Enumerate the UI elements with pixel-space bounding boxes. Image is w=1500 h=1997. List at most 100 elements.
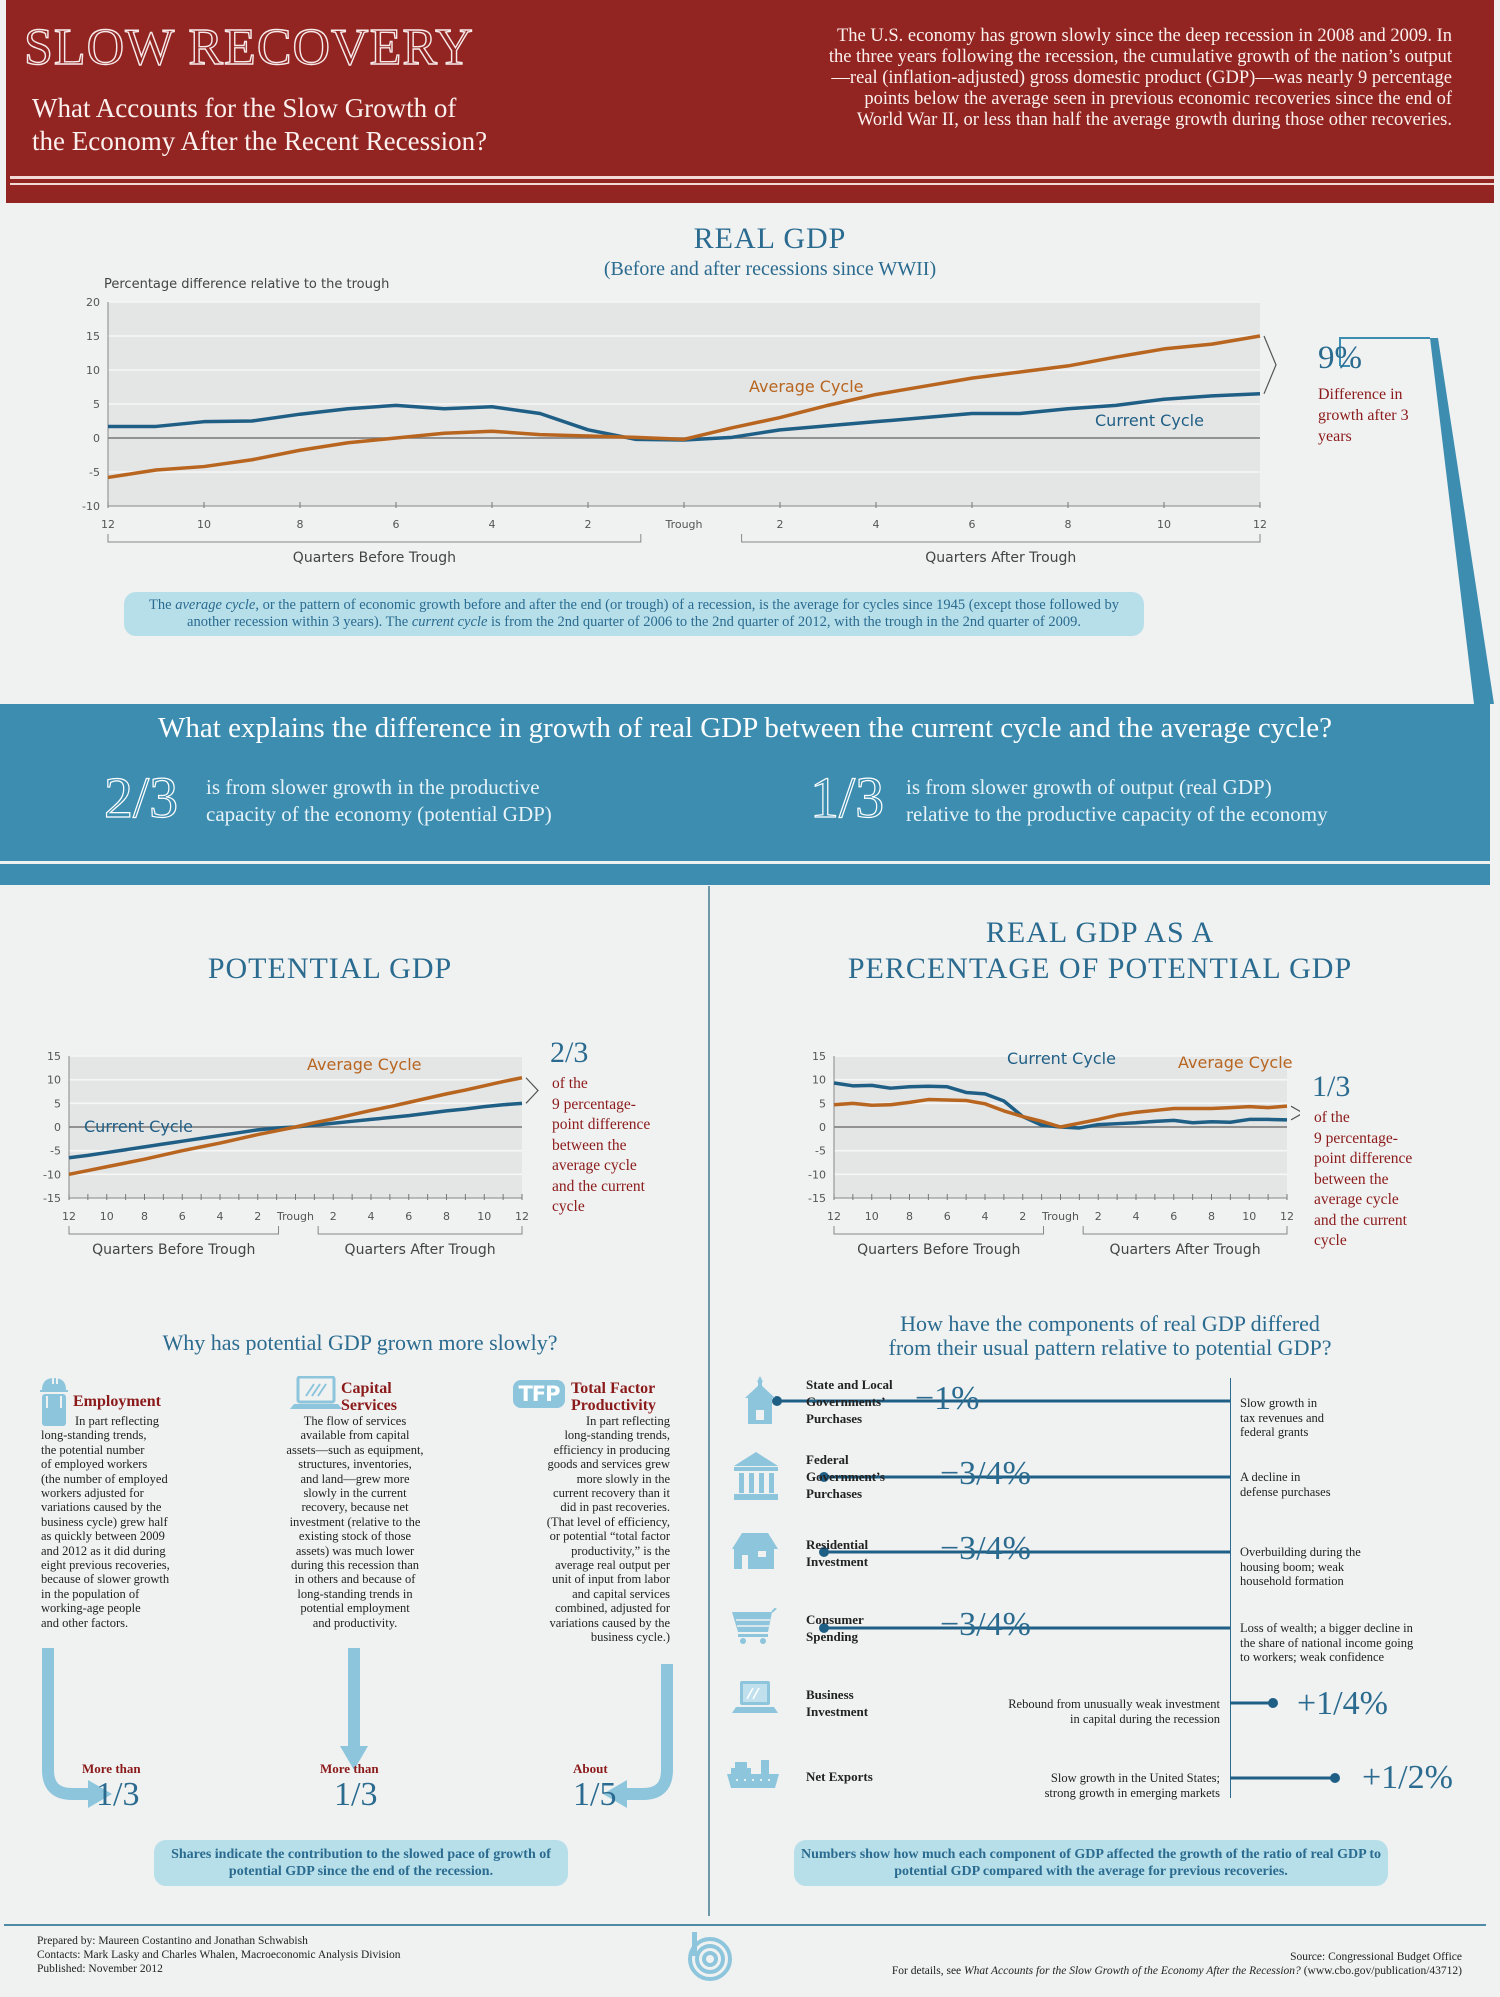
- y-tick-label: 0: [819, 1121, 826, 1134]
- capitol-icon: [734, 1452, 778, 1500]
- schoolhouse-icon: [745, 1376, 775, 1424]
- components-chart: [772, 1396, 1340, 1783]
- text-line: The flow of services: [303, 1414, 407, 1428]
- worker-icon: [40, 1376, 68, 1426]
- x-tick-label: 4: [873, 518, 880, 531]
- band-rule: [0, 864, 1490, 885]
- average-cycle-label: Average Cycle: [749, 377, 864, 396]
- callout-wedge: [1430, 338, 1494, 704]
- why-title: Why has potential GDP grown more slowly?: [162, 1330, 558, 1355]
- label-line: Residential: [806, 1537, 869, 1552]
- component-desc: Rebound from unusually weak investment in…: [930, 1697, 1220, 1726]
- y-tick-label: -10: [82, 500, 100, 513]
- potential-share-caption: of the 9 percentage-point difference betwe…: [552, 1074, 650, 1218]
- text-line: in others and because of: [294, 1572, 416, 1587]
- subtitle-line: the Economy After the Recent Recession?: [32, 126, 488, 156]
- x-tick-label: 4: [1133, 1210, 1140, 1223]
- share-prefix: More than: [82, 1761, 141, 1776]
- text-line: current recovery than it: [553, 1486, 670, 1501]
- details-link[interactable]: (www.cbo.gov/publication/43712): [1300, 1965, 1462, 1977]
- text-line: did in past recoveries.: [560, 1500, 670, 1515]
- page-title: SLOW RECOVERY: [23, 18, 474, 76]
- capital-services-text: The flow of services available from capit…: [268, 1414, 442, 1630]
- x-tick-label: 4: [982, 1210, 989, 1223]
- text-line: structures, inventories,: [298, 1457, 412, 1472]
- x-tick-label: 10: [197, 518, 211, 531]
- desc-line: Slow growth in: [1240, 1396, 1318, 1410]
- x-tick-label: 10: [1157, 518, 1171, 531]
- text-line: slowly in the current: [303, 1486, 407, 1501]
- desc-line: in capital during the recession: [1070, 1711, 1220, 1726]
- component-dot: [819, 1547, 829, 1557]
- arrow-head: [88, 1780, 112, 1808]
- text-line: average cycle: [552, 1157, 637, 1174]
- prepared-by: Prepared by: Maureen Costantino and Jona…: [37, 1935, 308, 1947]
- ratio-share-caption: of the 9 percentage-point difference betwe…: [1314, 1108, 1412, 1252]
- real-gdp-subtitle: (Before and after recessions since WWII): [603, 258, 937, 280]
- text-line: and 2012 as it did during: [41, 1543, 166, 1558]
- text-line: investment (relative to the: [289, 1514, 421, 1529]
- ratio-title: REAL GDP AS A PERCENTAGE OF POTENTIAL GD…: [760, 915, 1440, 987]
- band-text-line: is from slower growth in the productive: [206, 775, 540, 799]
- y-tick-label: 10: [47, 1074, 61, 1087]
- x-tick-label: 8: [141, 1210, 148, 1223]
- note-text: is from the 2nd quarter of 2006 to the 2…: [487, 614, 1081, 630]
- y-tick-label: 5: [819, 1097, 826, 1110]
- text-line: average cycle: [1314, 1191, 1399, 1208]
- text-line: long-standing trends,: [41, 1428, 147, 1443]
- details-title: What Accounts for the Slow Growth of the…: [964, 1965, 1301, 1977]
- x-tick-label: 4: [368, 1210, 375, 1223]
- component-desc: A decline in defense purchases: [1240, 1470, 1331, 1499]
- band-text-right: is from slower growth of output (real GD…: [906, 774, 1328, 828]
- text-line: assets) was much lower: [295, 1543, 415, 1558]
- employment-share: 1/3: [96, 1776, 140, 1813]
- desc-line: Slow growth in the United States;: [1050, 1771, 1220, 1785]
- text-line: because of slower growth: [41, 1572, 170, 1587]
- component-label: Residential Investment: [806, 1536, 868, 1570]
- x-tick-label: 10: [1242, 1210, 1256, 1223]
- x-tick-label: 12: [1253, 518, 1267, 531]
- x-tick-label: 4: [217, 1210, 224, 1223]
- component-label: State and Local Governments’ Purchases: [806, 1376, 893, 1427]
- subtitle-line: What Accounts for the Slow Growth of: [32, 93, 457, 123]
- desc-line: A decline in: [1240, 1470, 1301, 1484]
- ratio-share-value: 1/3: [1312, 1070, 1351, 1103]
- text-line: 9 percentage-: [552, 1095, 636, 1113]
- difference-chevron: [1290, 1105, 1300, 1121]
- band-fraction-right: 1/3: [809, 764, 885, 830]
- y-tick-label: -5: [50, 1145, 61, 1158]
- text-line: eight previous recoveries,: [41, 1558, 170, 1573]
- difference-chevron: [1263, 335, 1277, 395]
- header-banner: [6, 0, 1494, 203]
- components-baseline: [1230, 1378, 1231, 1798]
- desc-line: Loss of wealth; a bigger decline in: [1240, 1621, 1413, 1635]
- tfp-text: In part reflecting long-standing trends, e…: [520, 1414, 670, 1645]
- y-tick-label: 15: [812, 1050, 826, 1063]
- y-tick-label: 5: [93, 398, 100, 411]
- label-line: Investment: [806, 1554, 869, 1569]
- component-dot: [819, 1623, 829, 1633]
- component-value: −3/4%: [940, 1530, 1031, 1567]
- text-line: business cycle.): [590, 1630, 670, 1645]
- component-label: Net Exports: [806, 1769, 873, 1784]
- y-tick-label: 15: [86, 330, 100, 343]
- text-line: between the: [552, 1136, 627, 1154]
- text-line: point difference: [552, 1116, 651, 1133]
- published-date: Published: November 2012: [37, 1963, 163, 1975]
- x-tick-label: 12: [62, 1210, 76, 1223]
- x-tick-label: 2: [777, 518, 784, 531]
- y-tick-label: 20: [86, 296, 100, 309]
- y-tick-label: 10: [86, 364, 100, 377]
- text-line: productivity,” is the: [571, 1543, 670, 1558]
- current-cycle-label: Current Cycle: [1095, 411, 1204, 430]
- note-text: The: [149, 597, 176, 613]
- share-prefix: About: [573, 1761, 608, 1776]
- intro-paragraph: The U.S. economy has grown slowly since …: [828, 26, 1452, 130]
- source: Source: Congressional Budget Office: [1290, 1951, 1462, 1963]
- y-tick-label: 0: [93, 432, 100, 445]
- x-tick-label: Trough: [276, 1210, 314, 1223]
- employment-heading: Employment: [73, 1393, 161, 1410]
- note-emphasis: average cycle: [175, 597, 256, 613]
- column-divider: [708, 886, 710, 1916]
- arrow-head: [340, 1746, 368, 1770]
